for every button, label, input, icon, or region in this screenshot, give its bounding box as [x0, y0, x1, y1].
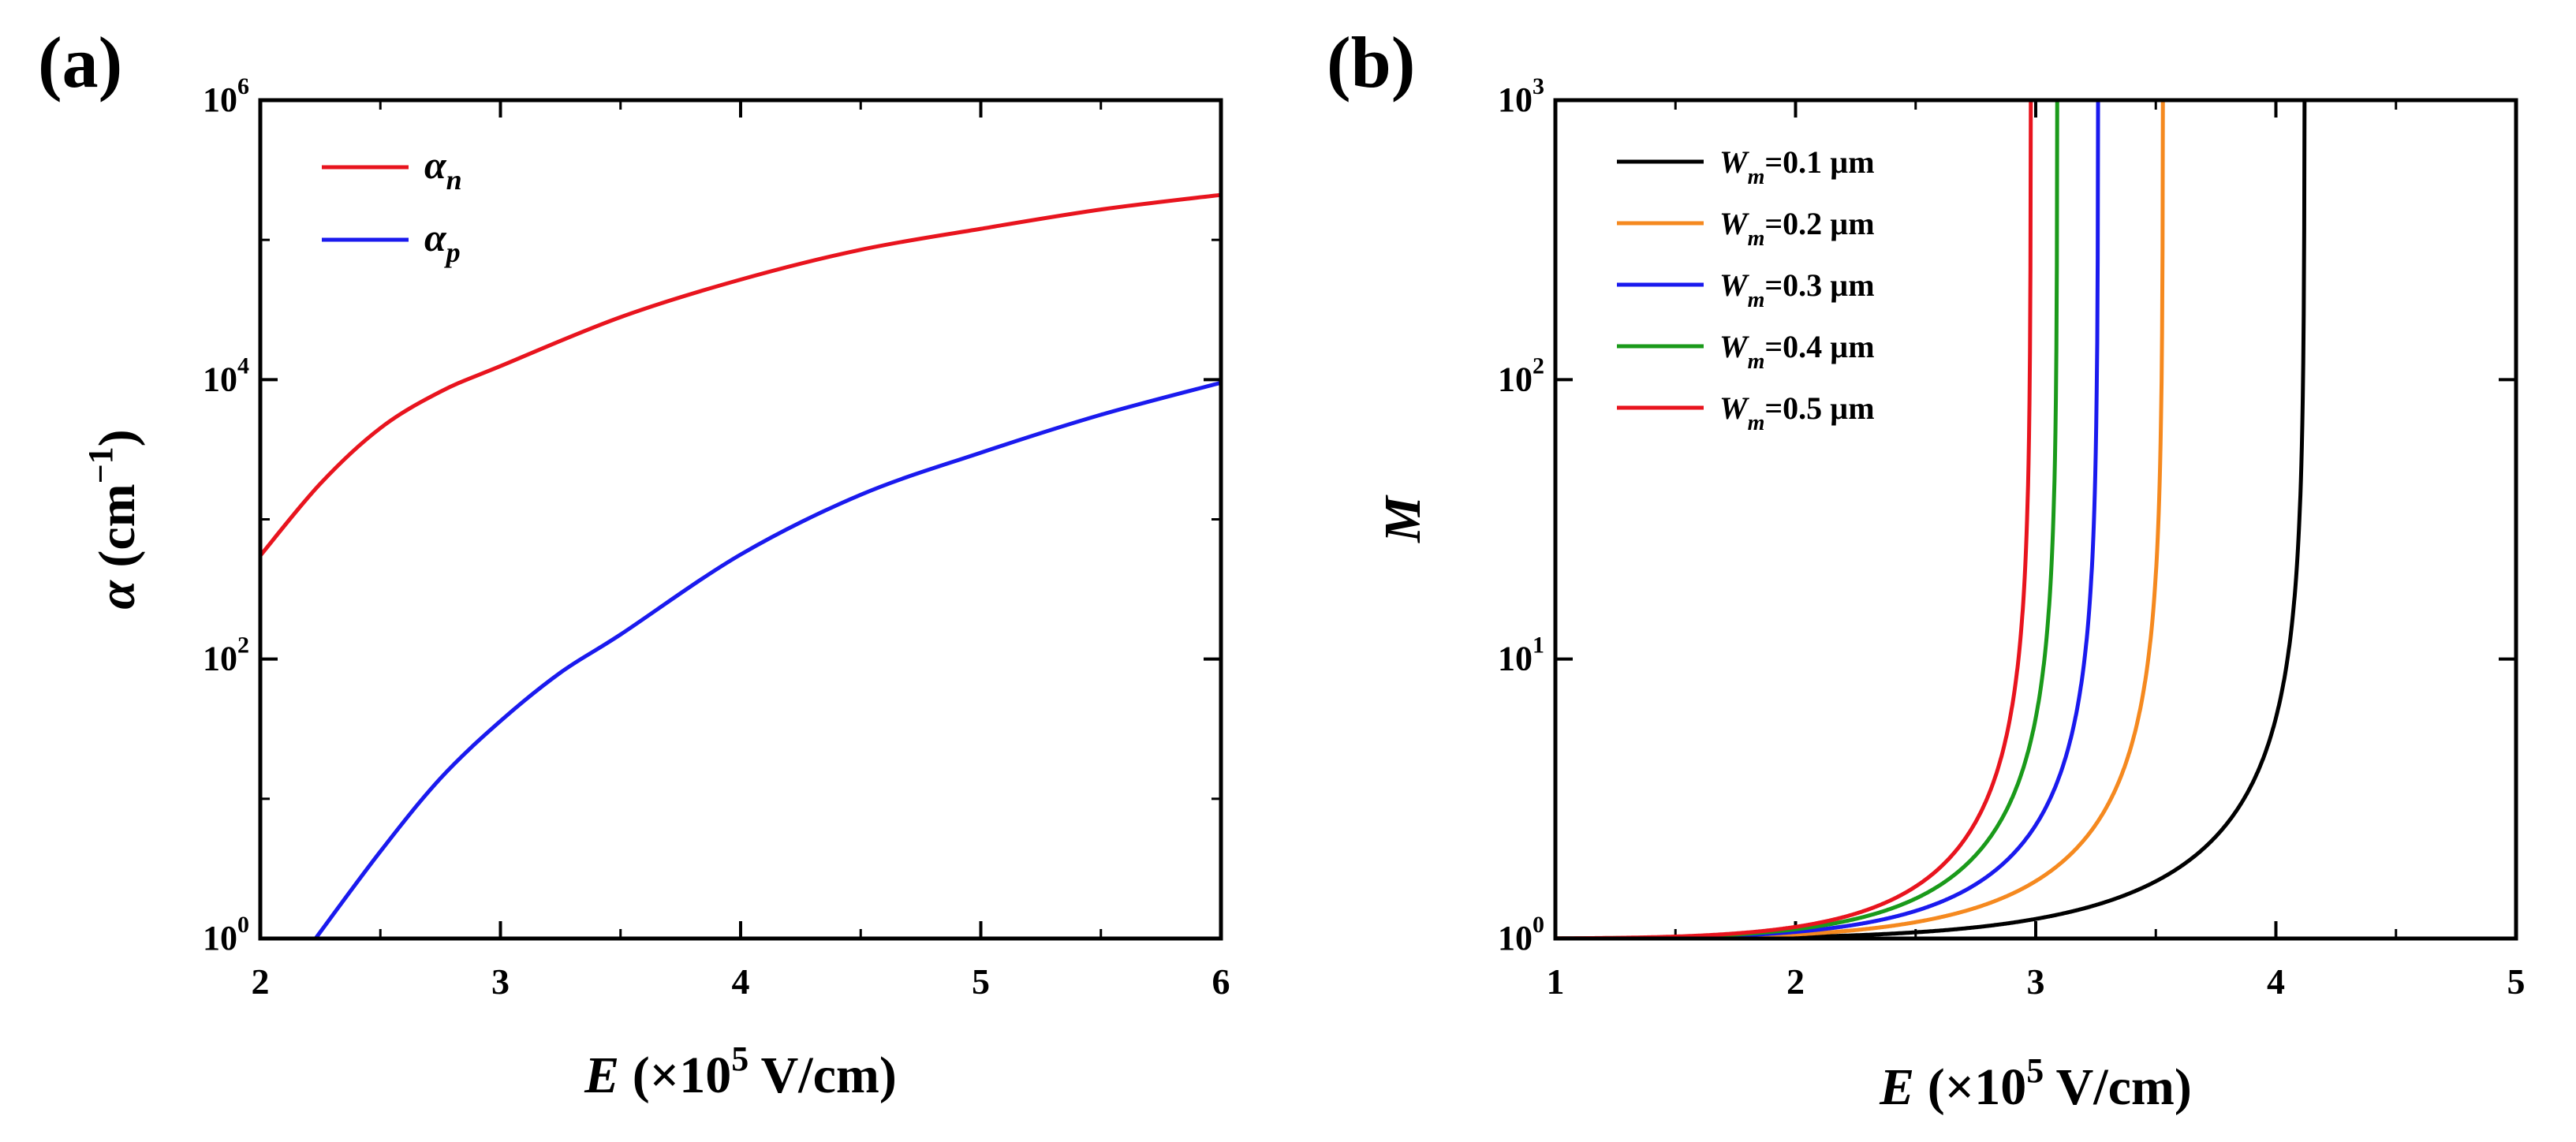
legend-symbol: α [424, 215, 447, 259]
series-line-0 [1555, 100, 2307, 939]
x-axis-label: E (×105 V/cm) [1879, 1051, 2192, 1116]
plot-frame [258, 98, 1223, 941]
x-axis-post: V/cm) [749, 1047, 897, 1104]
y-tick-base: 10 [203, 360, 237, 398]
y-tick-base: 10 [1498, 919, 1533, 957]
x-axis-post: V/cm) [2044, 1058, 2192, 1116]
legend-rest: =0.1 µm [1764, 144, 1874, 180]
y-tick-base: 10 [1498, 360, 1533, 398]
series-line-1 [1555, 100, 2165, 939]
y-tick-base: 10 [1498, 640, 1533, 678]
y-tick-label: 104 [203, 353, 249, 398]
y-tick-label: 100 [203, 912, 249, 957]
legend-symbol: α [424, 143, 447, 187]
y-tick-exponent: 2 [1533, 353, 1544, 379]
legend-entry: Wm=0.4 µm [1719, 329, 1875, 374]
x-tick-label: 2 [252, 961, 270, 1002]
x-tick-label: 1 [1547, 961, 1565, 1002]
y-tick-label: 106 [203, 73, 249, 119]
legend-rest: =0.5 µm [1764, 390, 1874, 426]
y-tick-label: 103 [1498, 73, 1544, 119]
legend-entry: Wm=0.1 µm [1719, 144, 1875, 189]
y-tick-exponent: 4 [237, 353, 249, 379]
x-tick-label: 3 [491, 961, 510, 1002]
legend-subscript: m [1748, 288, 1765, 312]
series-line-1 [313, 380, 1221, 939]
legend-rest: =0.2 µm [1764, 206, 1874, 241]
legend-symbol: W [1719, 206, 1749, 241]
series-line-0 [260, 192, 1221, 558]
series-group [260, 192, 1221, 939]
legend-rest: =0.4 µm [1764, 329, 1874, 364]
legend-subscript: m [1748, 165, 1765, 189]
x-tick-label: 4 [732, 961, 750, 1002]
series-group [1555, 100, 2307, 939]
x-axis-sup: 5 [2026, 1051, 2044, 1090]
legend-entry: αp [424, 215, 461, 268]
legend-symbol: W [1719, 329, 1749, 364]
x-axis-pre: (×10 [619, 1047, 731, 1104]
y-tick-exponent: 0 [237, 912, 249, 938]
y-tick-exponent: 6 [237, 73, 249, 99]
legend-symbol: W [1719, 267, 1749, 303]
x-tick-label: 5 [2507, 961, 2526, 1002]
y-tick-base: 10 [1498, 80, 1533, 119]
y-axis-post: ) [88, 429, 146, 446]
legend-subscript: n [446, 164, 462, 196]
y-tick-label: 102 [1498, 353, 1544, 398]
legend-rest: =0.3 µm [1764, 267, 1874, 303]
plot-frame [1553, 98, 2518, 941]
y-tick-exponent: 2 [237, 633, 249, 659]
legend-entry: Wm=0.3 µm [1719, 267, 1875, 312]
legend-entry: αn [424, 143, 462, 196]
x-axis-var: E [584, 1047, 619, 1104]
x-tick-label: 4 [2267, 961, 2285, 1002]
legend-subscript: m [1748, 349, 1765, 374]
y-axis-label: α (cm−1) [81, 429, 146, 609]
legend-entry: Wm=0.2 µm [1719, 206, 1875, 251]
panel-label: (b) [1327, 22, 1415, 103]
y-tick-base: 10 [203, 919, 237, 957]
y-axis-var: α [88, 580, 146, 610]
y-tick-exponent: 1 [1533, 633, 1544, 659]
y-axis-var: M [1374, 494, 1432, 543]
legend-subscript: m [1748, 226, 1765, 251]
y-tick-exponent: 0 [1533, 912, 1544, 938]
legend-subscript: m [1748, 411, 1765, 435]
y-tick-label: 102 [203, 633, 249, 678]
y-tick-base: 10 [203, 80, 237, 119]
legend-subscript: p [444, 237, 461, 268]
legend-symbol: W [1719, 144, 1749, 180]
series-line-4 [1555, 100, 2033, 939]
y-axis-pre: (cm [88, 483, 146, 580]
x-axis-var: E [1879, 1058, 1914, 1116]
x-axis-sup: 5 [731, 1039, 749, 1078]
y-tick-label: 100 [1498, 912, 1544, 957]
y-tick-label: 101 [1498, 633, 1544, 678]
legend-symbol: W [1719, 390, 1749, 426]
x-tick-label: 3 [2027, 961, 2045, 1002]
y-axis-label: M [1374, 494, 1432, 543]
legend-entry: Wm=0.5 µm [1719, 390, 1875, 435]
x-tick-label: 5 [972, 961, 990, 1002]
x-tick-label: 6 [1212, 961, 1230, 1002]
x-tick-label: 2 [1786, 961, 1805, 1002]
panel-label: (a) [38, 22, 122, 103]
series-line-2 [1555, 100, 2100, 939]
x-axis-label: E (×105 V/cm) [584, 1039, 897, 1104]
y-axis-sup: −1 [81, 446, 120, 483]
x-axis-pre: (×10 [1914, 1058, 2026, 1116]
y-tick-base: 10 [203, 640, 237, 678]
y-tick-exponent: 3 [1533, 73, 1544, 99]
